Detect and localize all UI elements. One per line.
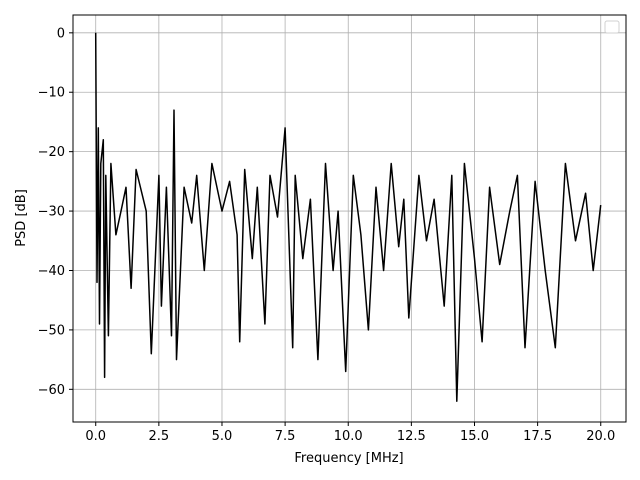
y-tick-label: −10 — [38, 86, 65, 101]
x-tick-label: 10.0 — [334, 429, 363, 444]
x-tick-label: 5.0 — [212, 429, 233, 444]
axes-frame — [72, 14, 627, 423]
y-tick-label: −60 — [38, 383, 65, 398]
plot-area — [94, 32, 602, 402]
y-tick-label: −30 — [38, 205, 65, 220]
psd-series-line — [94, 32, 602, 402]
x-tick-label: 12.5 — [397, 429, 426, 444]
x-tick-label: 17.5 — [523, 429, 552, 444]
y-axis-label: PSD [dB] — [14, 189, 29, 247]
x-axis-ticks: 0.0 2.5 5.0 7.5 10.0 12.5 15.0 17.5 20.0 — [85, 422, 615, 444]
x-tick-label: 0.0 — [85, 429, 106, 444]
y-tick-label: −40 — [38, 264, 65, 279]
x-tick-label: 15.0 — [460, 429, 489, 444]
x-tick-label: 7.5 — [275, 429, 296, 444]
y-tick-label: −50 — [38, 323, 65, 338]
x-tick-label: 20.0 — [586, 429, 615, 444]
y-tick-label: 0 — [57, 26, 65, 41]
legend-box — [604, 20, 620, 34]
y-tick-label: −20 — [38, 145, 65, 160]
x-axis-label: Frequency [MHz] — [294, 451, 403, 466]
x-tick-label: 2.5 — [149, 429, 170, 444]
y-axis-ticks: 0 −10 −20 −30 −40 −50 −60 — [38, 26, 73, 398]
